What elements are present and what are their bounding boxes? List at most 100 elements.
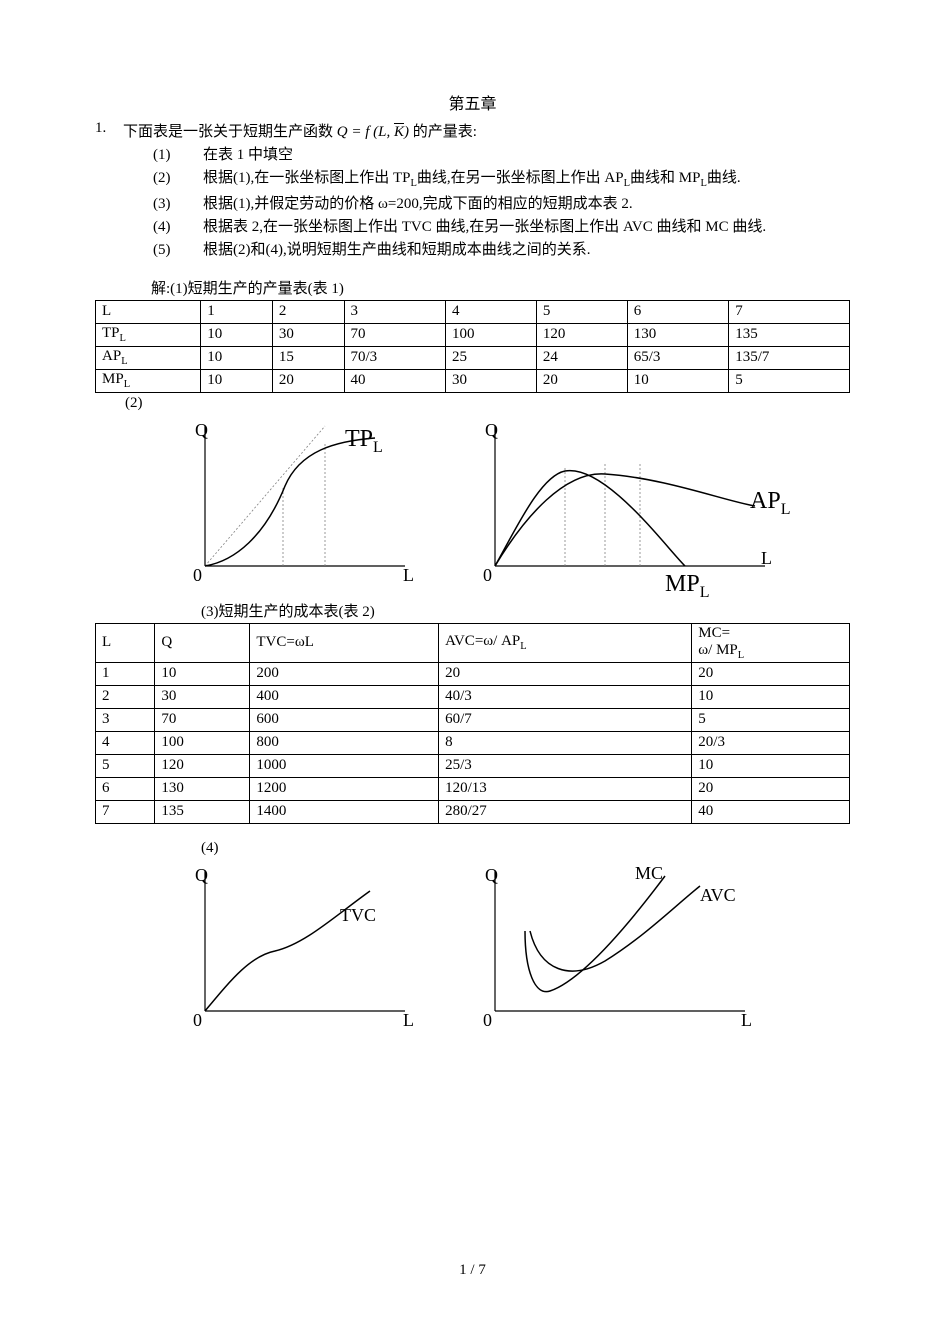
tp-label: TPL <box>345 426 383 456</box>
table2-cell: 280/27 <box>439 800 692 823</box>
table1-cell: MPL <box>96 369 201 392</box>
question-block: 1. 下面表是一张关于短期生产函数 Q = f (L, K) 的产量表: (1)… <box>95 120 850 263</box>
table1-cell: TPL <box>96 323 201 346</box>
tp-origin: 0 <box>193 565 202 585</box>
item-text-4: 根据表 2,在一张坐标图上作出 TVC 曲线,在另一张坐标图上作出 AVC 曲线… <box>203 217 850 238</box>
page-footer: 1 / 7 <box>0 1262 945 1279</box>
table1-cell: APL <box>96 346 201 369</box>
table2-header: TVC=ωL <box>250 623 439 662</box>
tp-x-label: L <box>403 565 414 585</box>
table2-cell: 10 <box>155 662 250 685</box>
table1-cell: 10 <box>627 369 729 392</box>
avc-label: AVC <box>700 885 736 905</box>
ap-label: APL <box>750 488 790 518</box>
table2-cell: 130 <box>155 777 250 800</box>
table1-cell: 65/3 <box>627 346 729 369</box>
item-num-5: (5) <box>153 240 203 261</box>
table1-cell: 1 <box>201 300 273 323</box>
table2-cell: 5 <box>96 754 155 777</box>
question-text-1: 下面表是一张关于短期生产函数 <box>123 124 333 140</box>
mp-label: MPL <box>665 571 709 601</box>
table1-cell: 100 <box>446 323 537 346</box>
mcavc-x-label: L <box>741 1010 752 1030</box>
question-text-2: 的产量表: <box>413 124 477 140</box>
table2-cell: 135 <box>155 800 250 823</box>
table1-cell: 20 <box>536 369 627 392</box>
question-items: (1) 在表 1 中填空 (2) 根据(1),在一张坐标图上作出 TPL曲线,在… <box>153 145 850 261</box>
table2-cell: 20 <box>692 777 850 800</box>
table1-cell: 130 <box>627 323 729 346</box>
table2-cell: 200 <box>250 662 439 685</box>
table2-cell: 30 <box>155 685 250 708</box>
table2-cell: 120/13 <box>439 777 692 800</box>
table1-cell: 24 <box>536 346 627 369</box>
chart-tp: Q L 0 TPL <box>175 416 435 586</box>
table2-cell: 5 <box>692 708 850 731</box>
table-2: LQTVC=ωLAVC=ω/ APLMC=ω/ MPL1102002020230… <box>95 623 850 824</box>
table1-cell: 5 <box>536 300 627 323</box>
table1-cell: 10 <box>201 369 273 392</box>
table2-cell: 100 <box>155 731 250 754</box>
table1-cell: 10 <box>201 346 273 369</box>
table2-cell: 20 <box>439 662 692 685</box>
table2-cell: 1 <box>96 662 155 685</box>
chart-ap-mp: Q L 0 APL MPL <box>465 416 785 596</box>
table1-cell: 7 <box>729 300 850 323</box>
tvc-y-label: Q <box>195 865 208 885</box>
table2-cell: 7 <box>96 800 155 823</box>
chapter-title: 第五章 <box>95 90 850 114</box>
mc-label: MC <box>635 863 663 883</box>
table1-cell: 135 <box>729 323 850 346</box>
table2-cell: 40 <box>692 800 850 823</box>
apmp-y-label: Q <box>485 420 498 440</box>
table2-header: AVC=ω/ APL <box>439 623 692 662</box>
table1-cell: 20 <box>272 369 344 392</box>
table2-cell: 60/7 <box>439 708 692 731</box>
table-1: L1234567TPL103070100120130135APL101570/3… <box>95 300 850 393</box>
table2-cell: 25/3 <box>439 754 692 777</box>
table2-cell: 400 <box>250 685 439 708</box>
item-text-5: 根据(2)和(4),说明短期生产曲线和短期成本曲线之间的关系. <box>203 240 850 261</box>
item-num-4: (4) <box>153 217 203 238</box>
table2-cell: 8 <box>439 731 692 754</box>
apmp-origin: 0 <box>483 565 492 585</box>
table1-cell: 30 <box>272 323 344 346</box>
table1-cell: 2 <box>272 300 344 323</box>
item-text-3: 根据(1),并假定劳动的价格 ω=200,完成下面的相应的短期成本表 2. <box>203 194 850 215</box>
question-formula: Q = f (L, K) <box>337 124 409 140</box>
table1-cell: 15 <box>272 346 344 369</box>
table1-cell: 6 <box>627 300 729 323</box>
section-2-label: (2) <box>125 395 850 412</box>
chart-tvc: Q L 0 TVC <box>175 861 435 1031</box>
table1-cell: 70 <box>344 323 446 346</box>
apmp-x-label: L <box>761 548 772 568</box>
table2-cell: 40/3 <box>439 685 692 708</box>
table2-header: L <box>96 623 155 662</box>
table1-cell: 120 <box>536 323 627 346</box>
table1-cell: 40 <box>344 369 446 392</box>
tvc-origin: 0 <box>193 1010 202 1030</box>
item-text-1: 在表 1 中填空 <box>203 145 850 166</box>
table2-cell: 800 <box>250 731 439 754</box>
table2-cell: 20/3 <box>692 731 850 754</box>
mcavc-origin: 0 <box>483 1010 492 1030</box>
table1-cell: 10 <box>201 323 273 346</box>
table1-cell: 135/7 <box>729 346 850 369</box>
table2-header: Q <box>155 623 250 662</box>
tvc-x-label: L <box>403 1010 414 1030</box>
table1-cell: 25 <box>446 346 537 369</box>
answer3-label: (3)短期生产的成本表(表 2) <box>201 600 850 621</box>
table1-cell: 30 <box>446 369 537 392</box>
question-number: 1. <box>95 120 123 263</box>
item-num-1: (1) <box>153 145 203 166</box>
mcavc-y-label: Q <box>485 865 498 885</box>
table2-cell: 70 <box>155 708 250 731</box>
table2-header: MC=ω/ MPL <box>692 623 850 662</box>
table1-cell: 4 <box>446 300 537 323</box>
table2-cell: 1000 <box>250 754 439 777</box>
item-num-3: (3) <box>153 194 203 215</box>
chart-mc-avc: Q L 0 MC AVC <box>465 861 765 1031</box>
table2-cell: 1400 <box>250 800 439 823</box>
table2-cell: 10 <box>692 754 850 777</box>
tvc-label: TVC <box>340 905 376 925</box>
